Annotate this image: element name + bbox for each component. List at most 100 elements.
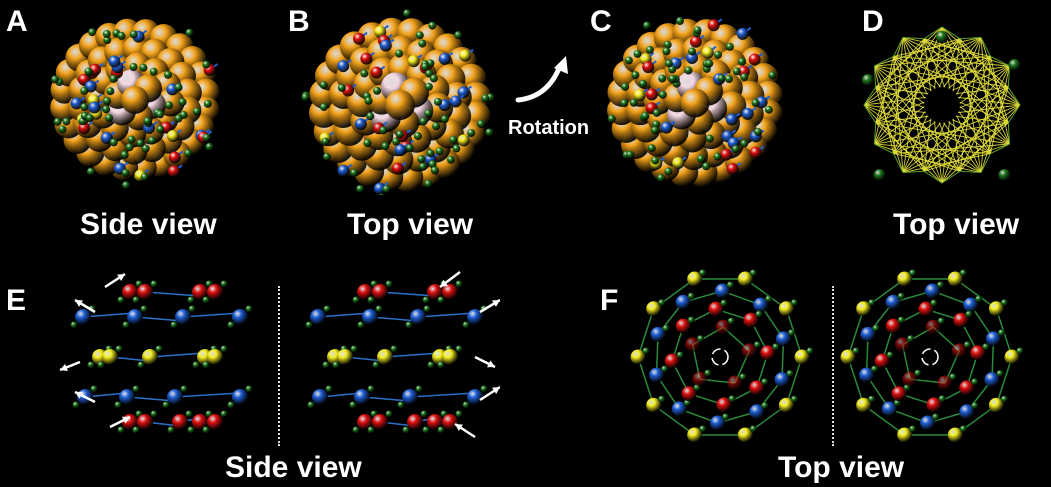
yellow-atom: [701, 46, 714, 59]
yellow-atom: [737, 271, 753, 287]
green-atom: [651, 156, 660, 165]
bond: [744, 278, 787, 310]
bond: [995, 356, 1013, 406]
green-atom: [662, 324, 670, 332]
green-atom: [806, 347, 814, 355]
green-atom: [480, 385, 488, 393]
green-atom: [120, 150, 129, 159]
green-atom: [415, 31, 424, 40]
framework-bond: [980, 56, 991, 173]
green-atom: [203, 99, 212, 108]
yellow-atom: [856, 301, 872, 317]
green-atom: [84, 67, 93, 76]
green-atom: [132, 385, 140, 393]
bond: [126, 396, 176, 402]
green-atom: [51, 75, 60, 84]
green-atom: [422, 296, 430, 304]
green-atom: [319, 103, 328, 112]
framework-edge: [874, 143, 894, 154]
green-atom: [390, 345, 398, 353]
blue-atom: [88, 101, 101, 114]
red-atom: [925, 319, 941, 335]
framework-bond: [941, 26, 1009, 88]
green-atom: [699, 269, 707, 277]
blue-atom: [232, 389, 248, 405]
green-atom: [668, 74, 677, 83]
green-atom: [375, 305, 383, 313]
caption-e-side-view: Side view: [225, 451, 362, 484]
cluster-rotated-view-c: [607, 17, 783, 188]
yellow-atom: [142, 349, 158, 365]
bond: [134, 316, 184, 322]
framework-edge: [941, 26, 961, 40]
green-atom: [428, 21, 437, 30]
green-atom: [455, 410, 463, 418]
yellow-atom: [947, 271, 963, 287]
red-atom: [741, 343, 757, 359]
green-atom: [307, 401, 315, 409]
framework-bond: [923, 65, 1010, 172]
green-atom: [787, 329, 795, 337]
green-atom: [647, 144, 656, 153]
green-atom: [761, 402, 769, 410]
bond: [637, 308, 655, 358]
rotation-circle-icon: [711, 348, 729, 366]
red-atom: [357, 284, 373, 300]
blue-atom: [885, 294, 901, 310]
green-atom: [220, 280, 228, 288]
yellow-atom: [207, 349, 223, 365]
green-atom: [454, 31, 463, 40]
yellow-atom: [687, 271, 703, 287]
green-atom: [350, 168, 359, 177]
red-atom: [895, 337, 911, 353]
green-atom: [80, 103, 89, 112]
framework-edge: [1007, 104, 1021, 124]
green-atom: [184, 149, 193, 158]
green-atom: [192, 361, 200, 369]
blue-atom: [959, 404, 975, 420]
ligand-shell-side-view-left: [59, 272, 253, 434]
red-atom: [891, 386, 907, 402]
green-atom: [872, 324, 880, 332]
green-atom: [58, 125, 67, 134]
panel-letter-c: C: [590, 5, 612, 38]
green-atom: [765, 295, 773, 303]
green-atom: [907, 335, 915, 343]
green-atom: [421, 62, 430, 71]
green-atom: [437, 426, 445, 434]
framework-bond: [874, 143, 960, 172]
green-atom: [645, 45, 654, 54]
red-atom: [168, 151, 181, 164]
green-atom: [481, 94, 490, 103]
red-atom: [122, 284, 138, 300]
blue-atom: [402, 389, 418, 405]
green-atom: [136, 139, 145, 148]
green-atom: [102, 105, 111, 114]
green-atom: [121, 169, 130, 178]
bond: [847, 356, 865, 406]
red-atom: [207, 284, 223, 300]
framework-edge: [873, 65, 877, 88]
bond: [637, 356, 655, 406]
ligand-shell-top-view-left: [630, 269, 814, 443]
green-atom: [148, 136, 157, 145]
green-atom: [641, 112, 650, 121]
blue-atom: [379, 39, 392, 52]
framework-edge: [980, 37, 991, 57]
blue-atom: [985, 331, 1001, 347]
green-atom: [150, 280, 158, 288]
blue-atom: [749, 404, 765, 420]
red-atom: [427, 414, 443, 430]
framework-bond: [924, 143, 1010, 172]
red-atom: [372, 414, 388, 430]
green-atom: [87, 361, 95, 369]
green-atom: [629, 98, 638, 107]
red-atom: [685, 337, 701, 353]
yellow-atom: [646, 397, 662, 413]
green-atom: [115, 345, 123, 353]
green-atom: [53, 117, 62, 126]
green-atom: [430, 166, 439, 175]
framework-bond: [980, 37, 1009, 123]
green-atom: [455, 280, 463, 288]
blue-atom: [963, 297, 979, 313]
